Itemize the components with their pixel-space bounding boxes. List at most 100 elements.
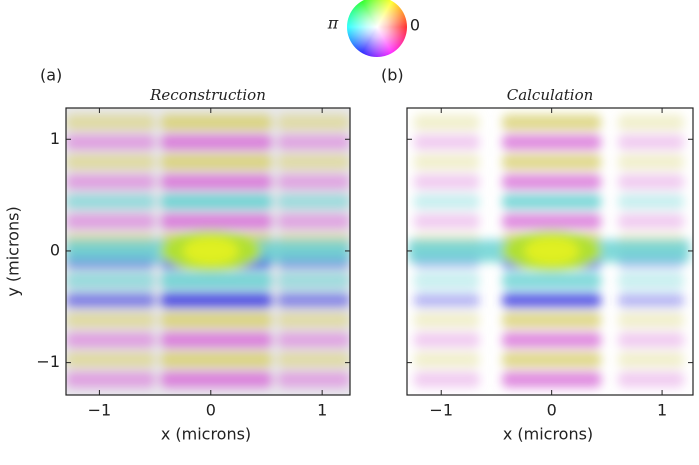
phase-band [66, 331, 156, 348]
phase-band [501, 154, 602, 171]
phase-band [501, 213, 602, 230]
phase-band [413, 173, 480, 190]
phase-band [277, 351, 350, 368]
phase-blob [182, 236, 239, 265]
phase-band [617, 292, 685, 309]
phase-band [160, 173, 273, 190]
phase-band [501, 292, 602, 309]
phase-band [413, 134, 480, 151]
phase-band [66, 371, 156, 388]
phase-band [617, 331, 685, 348]
x-tick-label: 1 [657, 401, 667, 420]
phase-band [617, 272, 685, 289]
y-tick-label: 1 [50, 129, 60, 148]
phase-band [617, 134, 685, 151]
phase-band [501, 312, 602, 329]
phase-band [413, 371, 480, 388]
phase-band [277, 173, 350, 190]
phase-band [277, 312, 350, 329]
phase-band [501, 331, 602, 348]
phase-band [277, 114, 350, 131]
plot-frame [65, 107, 351, 396]
phase-band [413, 114, 480, 131]
phase-band [66, 114, 156, 131]
phase-band [66, 134, 156, 151]
phase-blur [408, 114, 690, 388]
phase-blob [524, 236, 580, 265]
phase-band [277, 292, 350, 309]
y-tick-label: −1 [36, 352, 60, 371]
phase-band [413, 292, 480, 309]
phase-band [501, 193, 602, 210]
phase-band [66, 173, 156, 190]
phase-band [277, 331, 350, 348]
phase-band [160, 272, 273, 289]
phase-band [617, 114, 685, 131]
phase-band [277, 193, 350, 210]
phase-band [413, 154, 480, 171]
phase-band [501, 371, 602, 388]
x-tick-label: 0 [547, 401, 557, 420]
x-tick-label: −1 [429, 401, 453, 420]
phase-band [501, 114, 602, 131]
phase-band [277, 213, 350, 230]
phase-band [160, 114, 273, 131]
phase-band [617, 371, 685, 388]
panel-label: (b) [381, 66, 404, 85]
chart-title: Reconstruction [149, 86, 266, 104]
x-axis-label: x (microns) [161, 425, 251, 444]
phase-band [413, 312, 480, 329]
phase-label: π [327, 14, 339, 33]
y-axis-label: y (microns) [4, 206, 23, 296]
phase-band [160, 193, 273, 210]
phase-band [277, 371, 350, 388]
phase-band [501, 272, 602, 289]
x-axis-label: x (microns) [503, 425, 593, 444]
phase-band [160, 331, 273, 348]
phase-band [160, 134, 273, 151]
phase-band [617, 351, 685, 368]
phase-image [66, 114, 350, 388]
phase-image [408, 114, 690, 388]
phase-band [160, 213, 273, 230]
phase-band [617, 173, 685, 190]
phase-band [413, 272, 480, 289]
phase-band [617, 154, 685, 171]
x-tick-label: 0 [206, 401, 216, 420]
phase-band [501, 134, 602, 151]
phase-band [160, 292, 273, 309]
phase-band [277, 134, 350, 151]
phase-label: 0 [410, 16, 420, 35]
x-tick-label: −1 [88, 401, 112, 420]
phase-band [66, 312, 156, 329]
phase-band [66, 272, 156, 289]
phase-band [66, 193, 156, 210]
phase-blur [66, 114, 350, 388]
plot-frame [406, 107, 694, 396]
chart-title: Calculation [507, 86, 594, 104]
phase-band [66, 351, 156, 368]
phase-band [413, 193, 480, 210]
phase-band [160, 312, 273, 329]
y-tick-label: 0 [50, 240, 60, 259]
phase-band [501, 173, 602, 190]
phase-wheel [347, 0, 407, 57]
phase-band [277, 272, 350, 289]
phase-band [160, 154, 273, 171]
phase-band [617, 312, 685, 329]
phase-band [617, 213, 685, 230]
phase-band [413, 331, 480, 348]
phase-band [501, 351, 602, 368]
phase-band [160, 371, 273, 388]
x-tick-label: 1 [317, 401, 327, 420]
phase-band [413, 213, 480, 230]
phase-band [66, 154, 156, 171]
panel-label: (a) [40, 66, 62, 85]
phase-band [66, 213, 156, 230]
phase-band [413, 351, 480, 368]
phase-band [160, 351, 273, 368]
phase-band [277, 154, 350, 171]
phase-band [617, 193, 685, 210]
